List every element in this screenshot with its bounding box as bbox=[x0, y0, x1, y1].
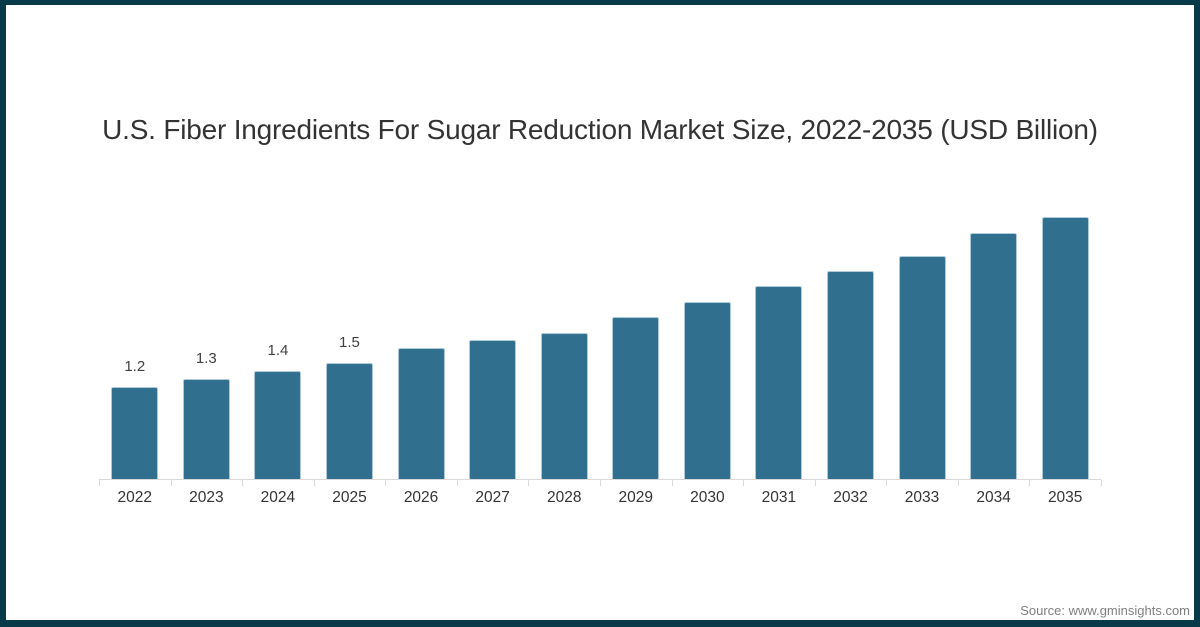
bar-2029 bbox=[612, 317, 660, 479]
x-axis-tick bbox=[814, 480, 816, 486]
x-axis-label-2032: 2032 bbox=[833, 489, 868, 506]
x-axis-tick bbox=[99, 480, 100, 486]
x-axis-tick bbox=[385, 480, 387, 486]
x-axis-label-2024: 2024 bbox=[260, 489, 296, 506]
x-axis-line bbox=[99, 479, 1101, 480]
x-axis-tick bbox=[242, 480, 244, 486]
x-axis-tick bbox=[528, 480, 530, 486]
x-axis-tick bbox=[170, 480, 172, 486]
x-axis-tick bbox=[1029, 480, 1031, 486]
bar-2025 bbox=[325, 363, 373, 479]
bar-2022 bbox=[111, 387, 159, 479]
x-axis-label-2029: 2029 bbox=[618, 489, 653, 506]
chart-title: U.S. Fiber Ingredients For Sugar Reducti… bbox=[102, 114, 1098, 145]
x-axis-label-2026: 2026 bbox=[403, 489, 439, 506]
bar-2030 bbox=[683, 302, 731, 479]
x-axis-label-2031: 2031 bbox=[761, 489, 797, 506]
bar-2035 bbox=[1041, 217, 1089, 479]
bar-value-label-2023: 1.3 bbox=[195, 350, 217, 367]
x-axis-tick bbox=[1100, 480, 1102, 486]
bar-value-label-2022: 1.2 bbox=[124, 358, 146, 375]
bar-2034 bbox=[970, 233, 1018, 479]
bar-2033 bbox=[898, 256, 946, 479]
x-axis-label-2033: 2033 bbox=[904, 489, 940, 506]
x-axis-label-2027: 2027 bbox=[475, 489, 510, 506]
bar-value-label-2024: 1.4 bbox=[267, 342, 289, 359]
bar-2028 bbox=[540, 333, 588, 479]
bar-value-label-2025: 1.5 bbox=[339, 334, 360, 351]
x-axis-label-2034: 2034 bbox=[976, 489, 1011, 506]
x-axis-label-2028: 2028 bbox=[546, 489, 582, 506]
x-axis-label-2025: 2025 bbox=[332, 489, 367, 506]
bar-2027 bbox=[469, 340, 517, 479]
x-axis-label-2023: 2023 bbox=[189, 489, 224, 506]
x-axis-label-2030: 2030 bbox=[690, 489, 725, 506]
x-axis-tick bbox=[957, 480, 959, 486]
bar-2023 bbox=[182, 379, 230, 479]
x-axis-label-2035: 2035 bbox=[1047, 489, 1083, 506]
bar-2024 bbox=[254, 371, 302, 479]
x-axis-tick bbox=[886, 480, 888, 486]
source-attribution: Source: www.gminsights.com bbox=[1020, 603, 1190, 618]
x-axis-tick bbox=[456, 480, 458, 486]
x-axis-tick bbox=[599, 480, 601, 486]
bar-2026 bbox=[397, 348, 445, 479]
x-axis-label-2022: 2022 bbox=[117, 489, 153, 506]
x-axis-tick bbox=[743, 480, 745, 486]
x-axis-tick bbox=[671, 480, 673, 486]
x-axis-tick bbox=[313, 480, 315, 486]
bar-chart-plot-area: 1.2 2022 1.3 2023 1.4 2024 1.5 2025 2026 2027 2028… bbox=[99, 6, 1102, 506]
bar-2031 bbox=[755, 286, 803, 479]
bar-2032 bbox=[826, 271, 874, 479]
